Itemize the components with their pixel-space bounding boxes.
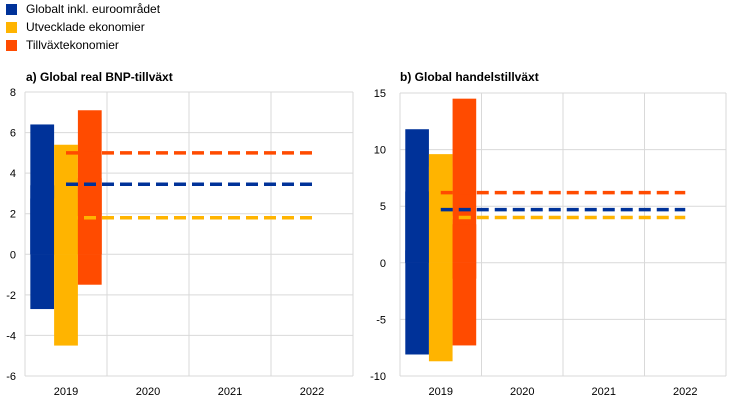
bar: [405, 191, 429, 263]
legend-item-advanced: Utvecklade ekonomier: [6, 20, 145, 34]
legend-label: Utvecklade ekonomier: [26, 20, 145, 34]
bar: [452, 224, 477, 263]
x-tick-label: 2019: [429, 386, 453, 398]
legend-label: Globalt inkl. euroområdet: [26, 2, 161, 16]
chart-a-title: a) Global real BNP-tillväxt: [26, 70, 173, 84]
y-tick-label: 10: [374, 145, 386, 157]
bar: [77, 254, 102, 285]
y-tick-label: -2: [6, 290, 16, 302]
bar: [30, 254, 55, 310]
x-tick-label: 2022: [300, 386, 324, 398]
y-tick-label: 6: [10, 128, 16, 140]
bar: [452, 262, 477, 346]
x-tick-label: 2019: [54, 386, 78, 398]
y-tick-label: -5: [376, 314, 386, 326]
legend-swatch: [6, 21, 17, 33]
y-tick-label: -4: [6, 330, 16, 342]
chart-b-title: b) Global handelstillväxt: [400, 70, 539, 84]
y-tick-label: 0: [10, 249, 16, 261]
y-tick-label: 5: [380, 201, 386, 213]
legend-swatch: [6, 3, 17, 15]
legend-label: Tillväxtekonomier: [26, 38, 119, 52]
legend-item-global: Globalt inkl. euroområdet: [6, 2, 160, 16]
x-tick-label: 2021: [218, 386, 242, 398]
x-tick-label: 2020: [510, 386, 534, 398]
y-tick-label: 4: [10, 168, 16, 180]
bar: [30, 185, 55, 255]
y-tick-label: -10: [370, 371, 386, 383]
legend-swatch: [6, 39, 17, 51]
x-tick-label: 2022: [673, 386, 697, 398]
bar: [54, 254, 78, 346]
x-tick-label: 2020: [136, 386, 160, 398]
bar: [452, 98, 477, 263]
y-tick-label: -6: [6, 371, 16, 383]
y-tick-label: 2: [10, 209, 16, 221]
y-tick-label: 8: [10, 87, 16, 99]
bar: [54, 198, 78, 255]
y-tick-label: 0: [380, 258, 386, 270]
x-tick-label: 2021: [592, 386, 616, 398]
bar: [405, 262, 429, 355]
legend-item-emerging: Tillväxtekonomier: [6, 38, 119, 52]
bar: [428, 166, 453, 263]
bar: [428, 262, 453, 362]
y-tick-label: 15: [374, 88, 386, 100]
